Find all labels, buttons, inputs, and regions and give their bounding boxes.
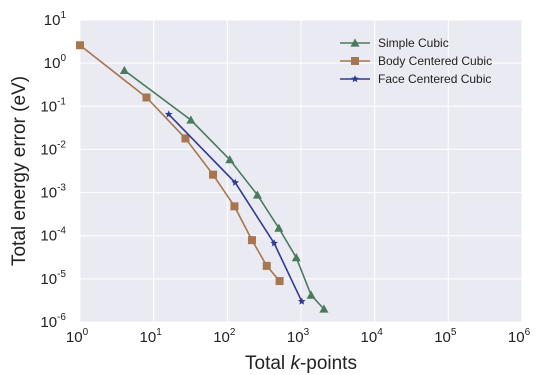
x-tick-label: 106 <box>508 327 531 346</box>
x-tick-label: 105 <box>434 327 457 346</box>
data-point-simple-cubic <box>319 304 329 313</box>
data-point-face-centered-cubic <box>164 110 173 118</box>
y-axis-label: Total energy error (eV) <box>9 76 30 266</box>
series-body-centered-cubic <box>76 41 284 286</box>
series-simple-cubic <box>119 65 329 313</box>
x-tick-label: 104 <box>361 327 384 346</box>
data-point-body-centered-cubic <box>230 202 239 211</box>
data-point-body-centered-cubic <box>247 236 256 245</box>
data-point-simple-cubic <box>186 115 196 124</box>
data-point-simple-cubic <box>119 65 129 74</box>
x-axis-label: Total k-points <box>245 353 357 374</box>
data-point-simple-cubic <box>274 223 284 232</box>
legend-marker-simple-cubic <box>350 38 360 47</box>
y-tick-label: 100 <box>44 53 67 72</box>
legend-label-simple-cubic: Simple Cubic <box>378 36 449 50</box>
legend-marker-face-centered-cubic <box>351 75 359 83</box>
x-tick-label: 101 <box>140 327 163 346</box>
data-point-body-centered-cubic <box>275 277 284 286</box>
data-point-body-centered-cubic <box>262 261 271 270</box>
data-point-simple-cubic <box>306 290 316 299</box>
data-point-face-centered-cubic <box>297 297 306 305</box>
legend: Simple Cubic Body Centered Cubic Face Cent… <box>340 36 492 86</box>
legend-marker-body-centered-cubic <box>351 57 359 65</box>
data-point-simple-cubic <box>252 190 262 199</box>
y-tick-label: 10-3 <box>40 183 66 202</box>
y-tick-label: 10-4 <box>40 226 66 245</box>
series-line-body-centered-cubic <box>79 44 281 282</box>
legend-label-face-centered-cubic: Face Centered Cubic <box>378 72 491 86</box>
data-point-body-centered-cubic <box>209 170 218 179</box>
x-tick-label: 100 <box>66 327 89 346</box>
data-point-simple-cubic <box>291 253 301 262</box>
y-tick-label: 10-2 <box>40 139 66 158</box>
y-tick-label: 10-6 <box>40 312 66 331</box>
data-point-simple-cubic <box>225 155 235 164</box>
y-tick-label: 101 <box>44 10 67 29</box>
legend-label-body-centered-cubic: Body Centered Cubic <box>378 54 492 68</box>
x-tick-label: 102 <box>213 327 236 346</box>
data-point-body-centered-cubic <box>76 41 84 50</box>
data-point-face-centered-cubic <box>231 178 240 186</box>
x-tick-label: 103 <box>287 327 310 346</box>
series-line-face-centered-cubic <box>168 113 303 302</box>
series-line-simple-cubic <box>123 69 325 310</box>
y-tick-label: 10-5 <box>40 269 66 288</box>
y-tick-label: 10-1 <box>40 96 66 115</box>
data-point-body-centered-cubic <box>181 134 190 143</box>
data-point-face-centered-cubic <box>270 239 278 247</box>
series-face-centered-cubic <box>164 110 306 305</box>
data-point-body-centered-cubic <box>142 93 151 102</box>
